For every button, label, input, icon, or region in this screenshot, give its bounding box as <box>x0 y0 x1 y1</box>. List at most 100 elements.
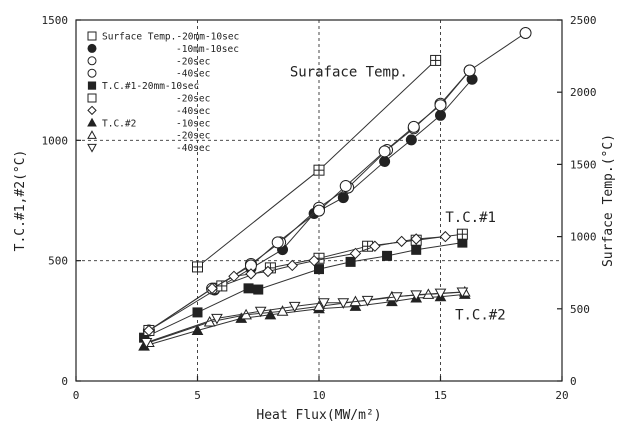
x-tick-label: 10 <box>312 389 325 402</box>
marker-square-filled <box>345 256 356 267</box>
series-5 <box>143 228 468 336</box>
marker-square <box>87 93 97 103</box>
legend-label: -40sec <box>176 143 210 154</box>
marker-diamond <box>395 235 408 248</box>
data-point <box>390 292 403 303</box>
legend-entry: -40sec <box>87 105 210 117</box>
legend-label-suffix: -10sec <box>176 118 210 129</box>
legend-entry: T.C.#1-20mm-10sec <box>87 81 199 92</box>
marker-diamond <box>308 254 320 267</box>
legend-entry: -40sec <box>87 143 210 154</box>
annotation-label: T.C.#2 <box>455 308 506 324</box>
legend-marker <box>87 143 97 153</box>
data-point <box>434 288 447 300</box>
series-line <box>197 60 436 268</box>
y-right-tick-label: 1500 <box>570 158 597 171</box>
data-point <box>192 261 203 273</box>
x-tick-label: 20 <box>555 389 568 402</box>
data-point <box>262 265 274 278</box>
legend-marker <box>87 56 97 66</box>
legend-entry: -40sec <box>87 68 210 80</box>
data-point <box>463 64 476 77</box>
legend: Surface Temp.-20mm-10sec-10mm-10sec-20se… <box>87 31 239 154</box>
series-line <box>143 242 463 339</box>
series-8 <box>143 285 471 347</box>
legend-marker <box>87 68 97 78</box>
legend-label: -20sec <box>176 131 210 142</box>
marker-diamond <box>206 282 218 295</box>
data-point <box>439 230 452 243</box>
legend-marker <box>87 93 97 103</box>
marker-diamond <box>245 268 257 280</box>
y-left-tick-label: 1000 <box>42 134 69 147</box>
marker-triangle-down <box>390 292 403 303</box>
data-point <box>245 268 257 280</box>
marker-diamond <box>228 270 240 283</box>
legend-entry: -20sec <box>87 130 210 142</box>
data-point <box>379 156 391 168</box>
data-point <box>410 233 422 245</box>
data-point <box>382 250 393 261</box>
data-point <box>206 282 218 295</box>
x-axis-label: Heat Flux(MW/m²) <box>256 408 381 423</box>
y-right-axis-label: Surface Temp.(°C) <box>601 134 616 267</box>
marker-triangle-down <box>337 298 350 309</box>
marker-triangle-filled <box>264 308 277 320</box>
marker-circle-open <box>463 64 476 77</box>
axes: 0 5 10 15 2005001000150005001000150020002500… <box>13 14 616 423</box>
marker-square-filled <box>382 250 393 261</box>
marker-circle-open <box>271 236 284 249</box>
marker-diamond <box>87 105 97 116</box>
y-right-tick-label: 0 <box>570 375 577 388</box>
marker-diamond <box>349 247 362 260</box>
legend-label: Surface Temp.-20mm-10sec <box>102 32 239 43</box>
data-point <box>140 337 153 349</box>
legend-marker <box>87 117 97 127</box>
data-point <box>286 259 298 272</box>
legend-marker <box>87 130 97 139</box>
legend-label: -40sec <box>176 69 210 80</box>
marker-circle-filled <box>435 109 446 121</box>
series-2 <box>208 64 476 295</box>
marker-square-filled <box>253 284 264 295</box>
data-point <box>456 228 468 240</box>
marker-circle-open <box>378 145 391 158</box>
data-point <box>410 290 423 301</box>
legend-label: -20sec <box>176 94 210 105</box>
data-point <box>288 301 301 313</box>
y-left-tick-label: 0 <box>61 375 68 388</box>
marker-triangle-down <box>87 143 97 153</box>
data-point <box>345 256 356 267</box>
data-point <box>318 298 330 309</box>
y-left-tick-label: 500 <box>48 255 68 268</box>
data-point <box>337 298 350 309</box>
marker-diamond <box>410 233 422 245</box>
series-6 <box>143 230 452 337</box>
marker-triangle-open <box>276 305 289 316</box>
data-point <box>308 254 320 267</box>
marker-circle-open <box>407 120 420 133</box>
legend-marker <box>87 81 97 90</box>
data-point <box>228 270 240 283</box>
legend-entry: -20sec <box>87 93 210 105</box>
data-point <box>313 300 325 311</box>
marker-diamond <box>439 230 452 243</box>
marker-circle-filled <box>405 134 417 146</box>
y-left-tick-label: 1500 <box>42 14 69 27</box>
marker-triangle-down <box>140 337 153 349</box>
marker-circle-open <box>87 68 97 78</box>
marker-triangle-filled <box>191 324 204 335</box>
marker-circle-filled <box>337 192 349 204</box>
marker-square-filled <box>314 264 324 275</box>
marker-square <box>87 31 97 41</box>
marker-circle-open <box>313 204 325 217</box>
marker-triangle-down <box>410 290 423 301</box>
data-point <box>253 284 264 295</box>
data-point <box>276 305 289 316</box>
x-tick-label: 0 <box>73 389 80 402</box>
data-point <box>361 295 374 307</box>
y-right-tick-label: 500 <box>570 303 590 316</box>
marker-square-filled <box>243 283 254 294</box>
y-right-tick-label: 2500 <box>570 14 597 27</box>
